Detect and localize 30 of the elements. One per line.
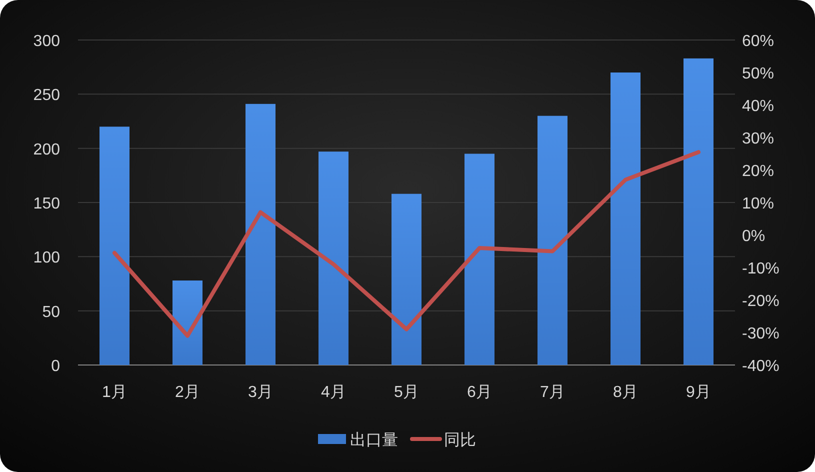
y-tick-label: 0 bbox=[51, 358, 60, 375]
y2-tick-label: -20% bbox=[742, 293, 780, 310]
y2-tick-label: -40% bbox=[742, 358, 780, 375]
legend-label: 出口量 bbox=[350, 431, 398, 449]
x-tick-label: 2月 bbox=[175, 384, 200, 401]
y-tick-label: 300 bbox=[33, 33, 60, 50]
y-tick-label: 200 bbox=[33, 141, 60, 158]
y2-tick-label: 30% bbox=[742, 130, 774, 148]
y2-tick-label: 20% bbox=[742, 163, 774, 180]
x-tick-label: 7月 bbox=[540, 384, 565, 401]
x-tick-label: 9月 bbox=[686, 384, 711, 401]
y2-tick-label: -10% bbox=[742, 260, 780, 278]
y-tick-label: 100 bbox=[33, 250, 60, 267]
x-tick-label: 4月 bbox=[321, 384, 346, 401]
x-tick-label: 6月 bbox=[467, 384, 492, 401]
y-tick-label: 50 bbox=[42, 304, 60, 321]
x-tick-label: 5月 bbox=[394, 384, 419, 401]
y2-tick-label: 0% bbox=[742, 228, 766, 245]
y2-tick-label: 60% bbox=[742, 33, 774, 50]
x-tick-label: 8月 bbox=[613, 384, 638, 401]
y-tick-label: 250 bbox=[33, 87, 60, 104]
y2-tick-label: 40% bbox=[742, 98, 774, 115]
x-tick-label: 3月 bbox=[248, 384, 273, 401]
legend-label: 同比 bbox=[444, 431, 476, 449]
line-series bbox=[112, 150, 700, 338]
y-tick-label: 150 bbox=[33, 196, 60, 212]
x-tick-label: 1月 bbox=[102, 384, 127, 401]
y2-tick-label: -30% bbox=[742, 326, 780, 342]
y2-tick-label: 50% bbox=[742, 66, 774, 82]
y2-tick-label: 10% bbox=[742, 196, 774, 212]
